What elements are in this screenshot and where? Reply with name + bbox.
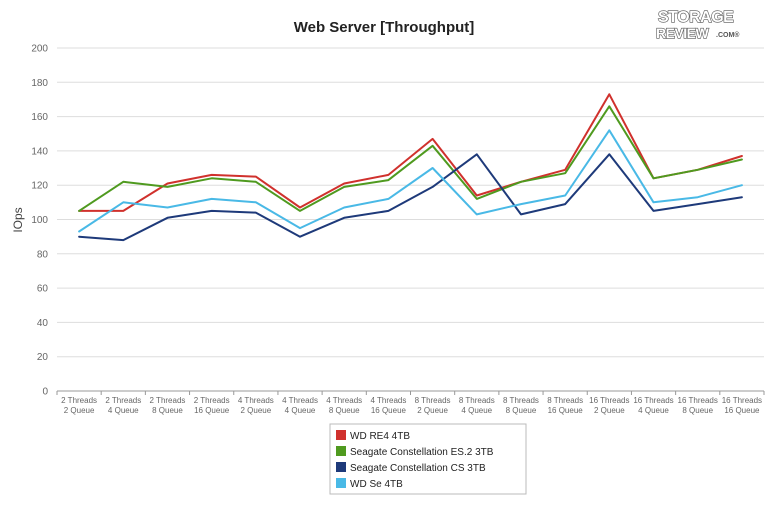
- y-axis-label: IOps: [11, 207, 25, 232]
- y-axis: 0 20 40 60 80 100 120 140 160 180 200: [31, 44, 48, 398]
- x-tick-label: 4 Threads 2 Queue: [238, 396, 274, 415]
- y-tick-label: 80: [37, 249, 49, 260]
- x-tick-label: 16 Threads 16 Queue: [722, 396, 762, 415]
- x-tick-label: 8 Threads 4 Queue: [459, 396, 495, 415]
- legend-swatch-wd-re4: [336, 430, 346, 440]
- x-tick-label: 4 Threads 4 Queue: [282, 396, 318, 415]
- x-tick-label: 2 Threads 2 Queue: [61, 396, 97, 415]
- y-tick-label: 120: [31, 181, 48, 192]
- series-line-0: [78, 93, 743, 212]
- y-tick-label: 0: [42, 387, 48, 398]
- legend-swatch-seagate-es2: [336, 446, 346, 456]
- x-tick-label: 4 Threads 16 Queue: [370, 396, 406, 415]
- y-tick-label: 200: [31, 44, 48, 55]
- x-tick-label: 8 Threads 8 Queue: [503, 396, 539, 415]
- x-tick-label: 8 Threads 2 Queue: [415, 396, 451, 415]
- x-tick-label: 2 Threads 16 Queue: [194, 396, 230, 415]
- storagereview-logo: STORAGE REVIEW .COM®: [655, 8, 740, 41]
- legend-label-wd-se: WD Se 4TB: [350, 479, 403, 490]
- x-tick-label: 16 Threads 8 Queue: [678, 396, 718, 415]
- y-tick-label: 20: [37, 352, 49, 363]
- y-tick-label: 100: [31, 215, 48, 226]
- y-tick-label: 60: [37, 284, 49, 295]
- logo-line-2: REVIEW: [656, 25, 710, 41]
- legend-label-seagate-cs: Seagate Constellation CS 3TB: [350, 463, 486, 474]
- x-tick-label: 8 Threads 16 Queue: [547, 396, 583, 415]
- legend-swatch-wd-se: [336, 478, 346, 488]
- x-tick-label: 16 Threads 2 Queue: [589, 396, 629, 415]
- x-tick-label: 2 Threads 4 Queue: [105, 396, 141, 415]
- legend-swatch-seagate-cs: [336, 462, 346, 472]
- legend: WD RE4 4TB Seagate Constellation ES.2 3T…: [329, 423, 527, 495]
- x-tick-label: 4 Threads 8 Queue: [326, 396, 362, 415]
- y-tick-label: 140: [31, 146, 48, 157]
- series-line-2: [78, 153, 743, 242]
- series-lines: [78, 93, 743, 242]
- legend-label-wd-re4: WD RE4 4TB: [350, 431, 410, 442]
- y-tick-label: 160: [31, 112, 48, 123]
- chart-title: Web Server [Throughput]: [294, 19, 475, 36]
- series-line-1: [78, 105, 743, 212]
- y-tick-label: 180: [31, 78, 48, 89]
- legend-box: [329, 423, 527, 495]
- x-tick-label: 2 Threads 8 Queue: [150, 396, 186, 415]
- logo-suffix: .COM®: [716, 31, 740, 39]
- x-axis: 2 Threads 2 Queue 2 Threads 4 Queue 2 Thread…: [56, 391, 765, 415]
- legend-label-seagate-es2: Seagate Constellation ES.2 3TB: [350, 447, 494, 458]
- x-tick-label: 16 Threads 4 Queue: [633, 396, 673, 415]
- logo-line-1: STORAGE: [658, 9, 734, 26]
- series-line-3: [78, 129, 743, 233]
- y-tick-label: 40: [37, 318, 49, 329]
